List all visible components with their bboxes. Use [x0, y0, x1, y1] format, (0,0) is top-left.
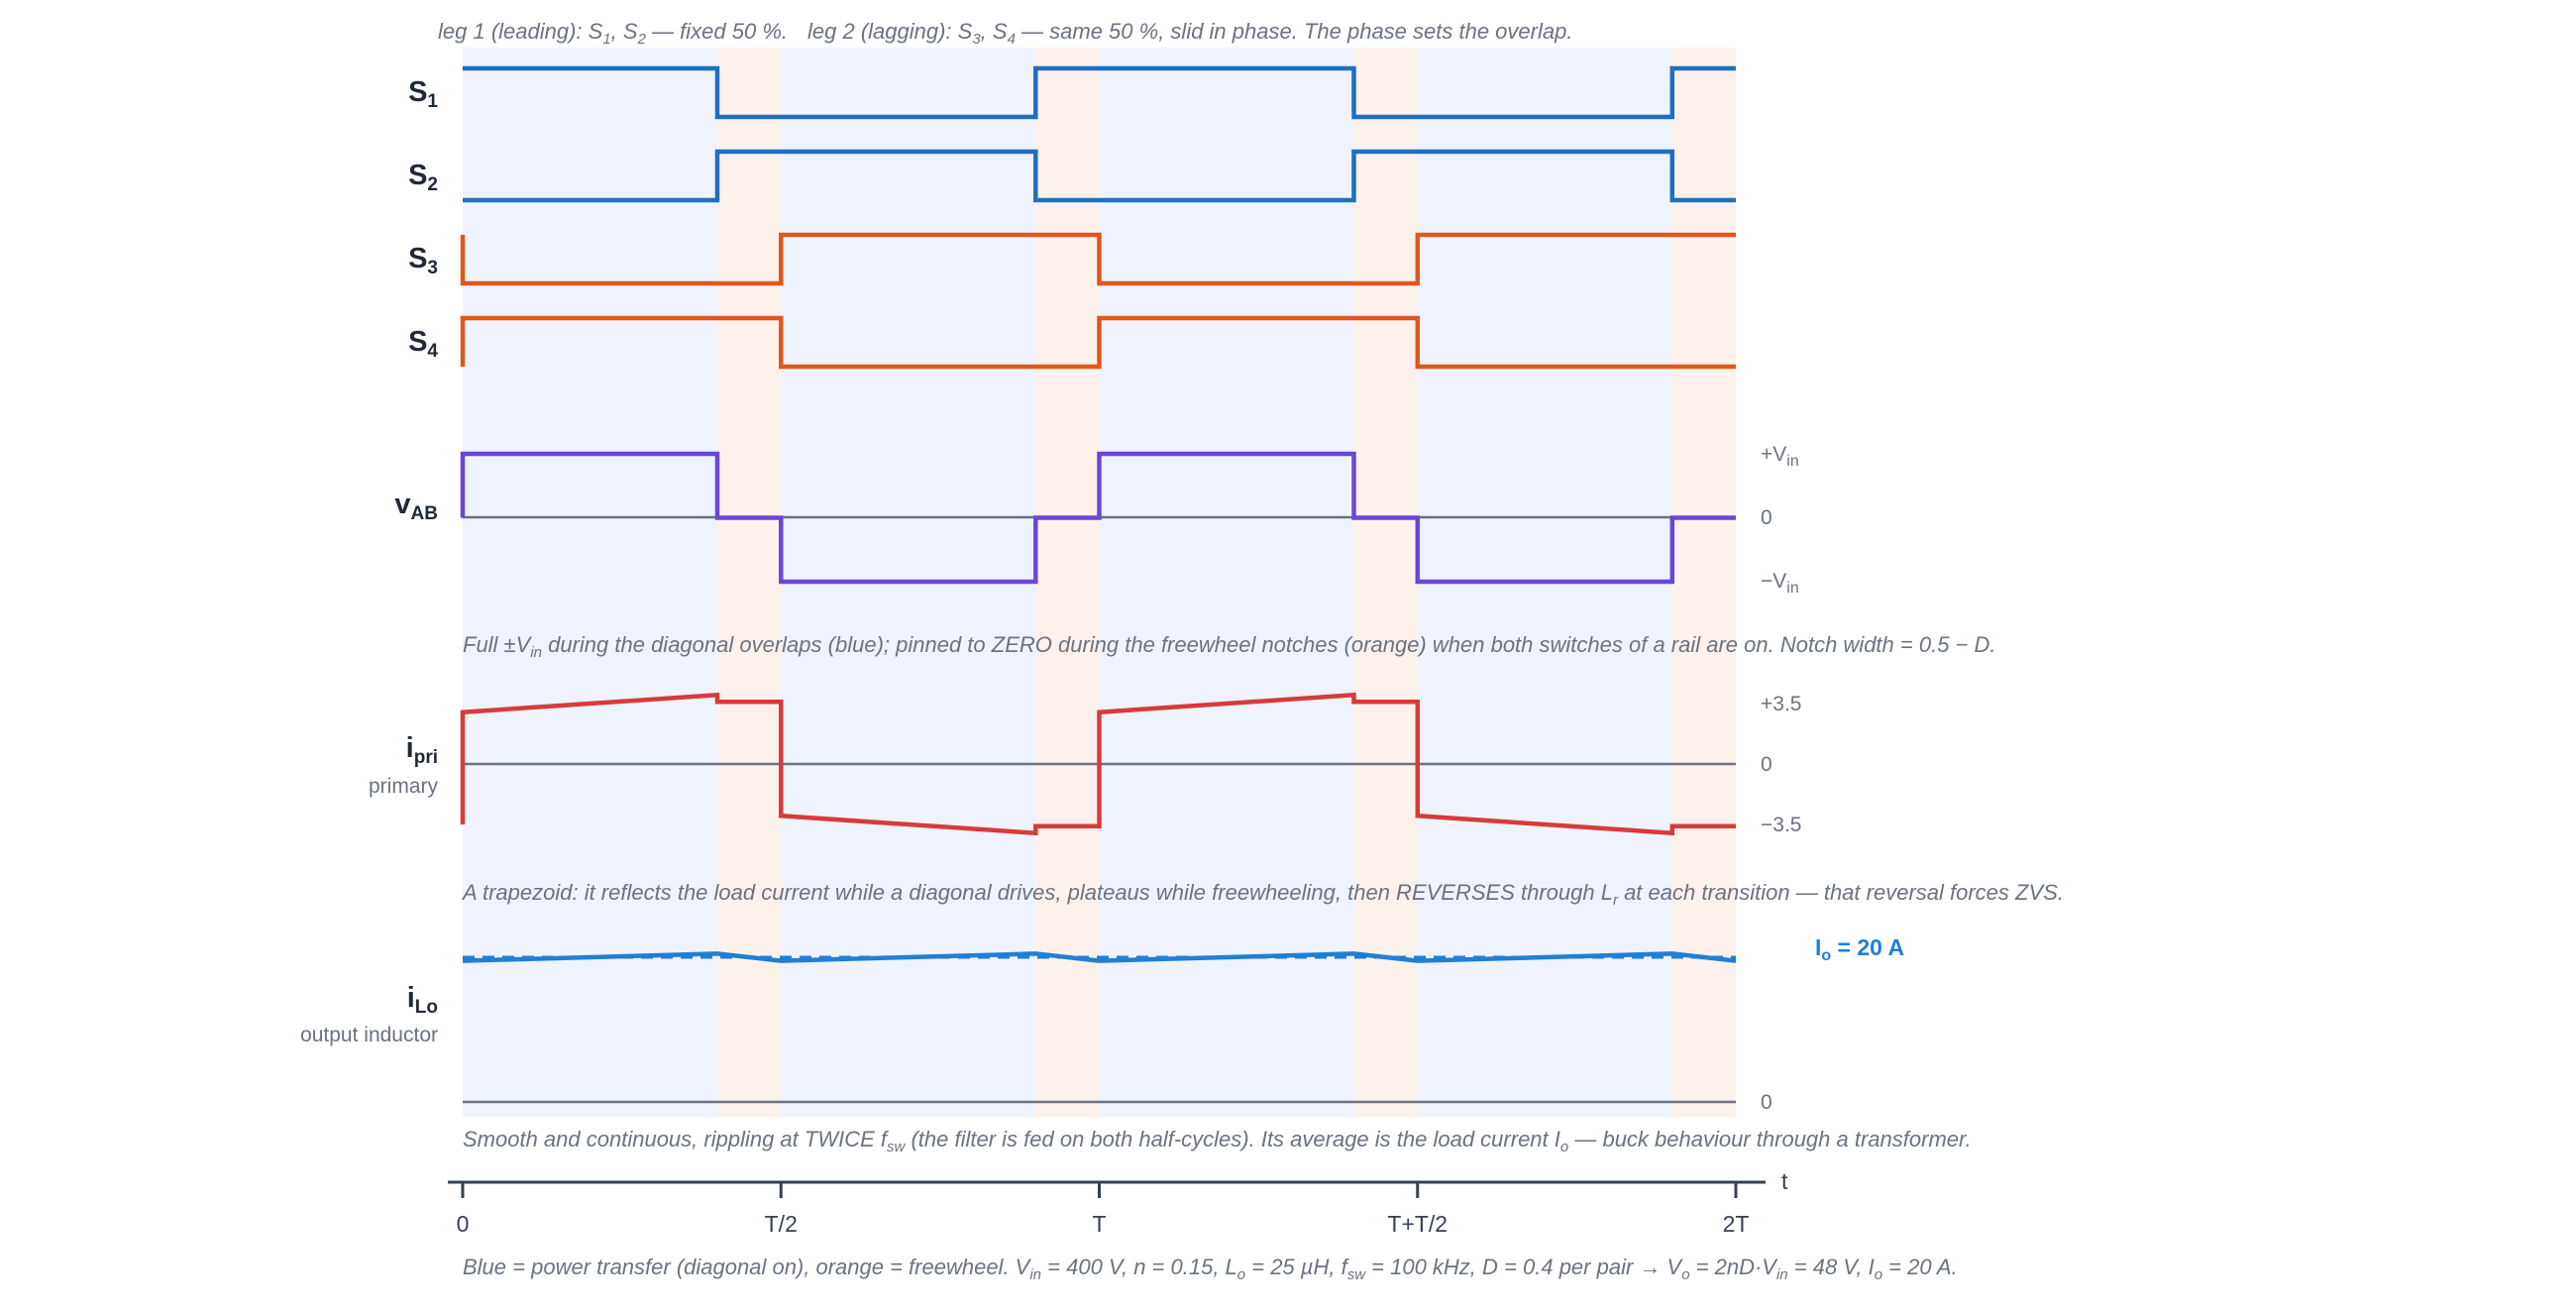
x-axis-ticks: 0 T/2 T T+T/2 2T — [457, 1182, 1750, 1237]
series-s3 — [460, 232, 1736, 286]
row-label-ilo: iLo — [407, 982, 438, 1018]
shade-freewheel — [717, 48, 782, 1117]
vab-tick-pos: +Vin — [1761, 443, 1799, 470]
series-s2 — [463, 149, 1736, 203]
ilo-average-label: Io = 20 A — [1815, 934, 1904, 964]
x-tick-label: 2T — [1723, 1211, 1750, 1237]
series-ilo — [462, 951, 1737, 963]
series-s1 — [463, 65, 1736, 120]
ipri-tick-pos: +3.5 — [1761, 693, 1801, 715]
vab-tick-zero: 0 — [1761, 506, 1772, 529]
ipri-tick-zero: 0 — [1761, 753, 1772, 776]
waveform-series — [460, 65, 1737, 963]
shade-freewheel — [1353, 48, 1418, 1117]
row-label-s4: S4 — [408, 326, 438, 362]
row-label-vab: vAB — [394, 489, 438, 524]
shade-freewheel — [1671, 48, 1736, 1117]
bottom-note: Blue = power transfer (diagonal on), ora… — [463, 1255, 1958, 1283]
shade-freewheel — [1035, 48, 1100, 1117]
shade-power-transfer — [1099, 48, 1354, 1117]
vab-note: Full ±Vin during the diagonal overlaps (… — [463, 632, 1996, 661]
row-caption-ipri: primary — [369, 775, 439, 798]
x-tick-label: T/2 — [765, 1211, 798, 1237]
row-label-s1: S1 — [408, 76, 438, 112]
row-label-s2: S2 — [408, 160, 438, 195]
x-axis-label: t — [1781, 1168, 1788, 1194]
series-s4 — [460, 315, 1736, 370]
x-tick-label: T+T/2 — [1387, 1211, 1448, 1237]
row-label-s3: S3 — [408, 243, 438, 278]
x-tick-label: 0 — [457, 1211, 470, 1237]
series-ipri — [460, 692, 1736, 836]
ilo-tick-zero: 0 — [1761, 1091, 1772, 1114]
row-label-ipri: ipri — [406, 732, 438, 768]
x-tick-label: T — [1092, 1211, 1106, 1237]
row-caption-ilo: output inductor — [300, 1024, 438, 1046]
ipri-tick-neg: −3.5 — [1761, 814, 1801, 836]
top-note: leg 1 (leading): S1, S2 — fixed 50 %. leg… — [438, 19, 1572, 48]
vab-tick-neg: −Vin — [1761, 570, 1799, 597]
ilo-note: Smooth and continuous, rippling at TWICE… — [463, 1127, 1972, 1155]
series-vab — [460, 451, 1736, 585]
ipri-note: A trapezoid: it reflects the load curren… — [461, 880, 2064, 909]
shade-power-transfer — [463, 48, 717, 1117]
